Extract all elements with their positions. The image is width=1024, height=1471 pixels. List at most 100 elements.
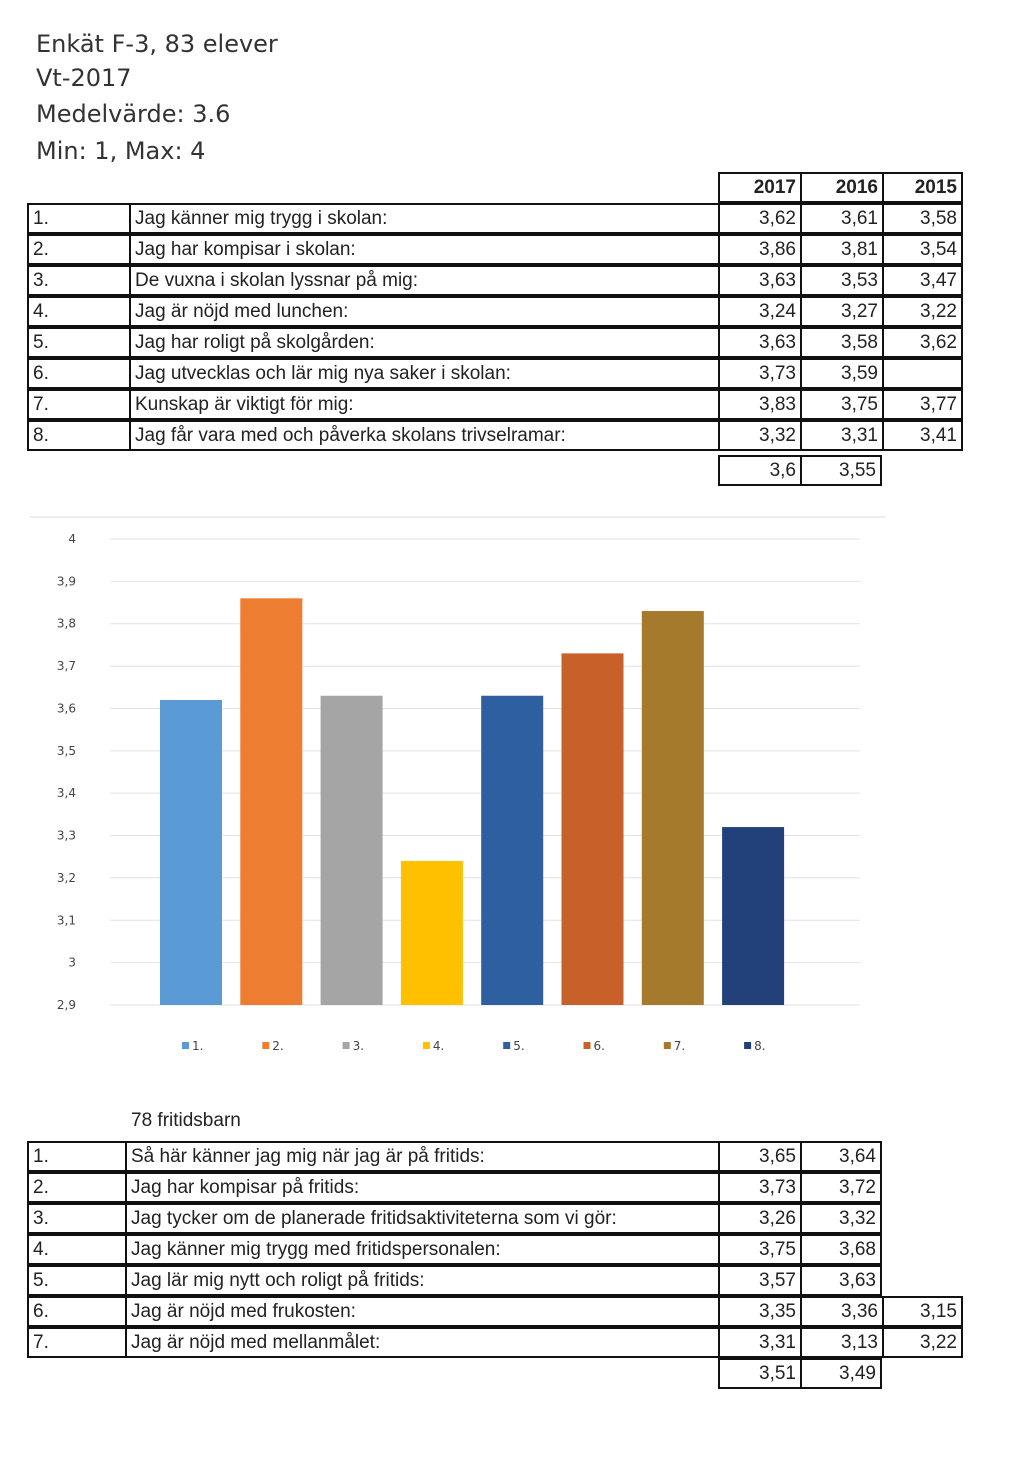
value-2016: 3,59: [800, 358, 882, 389]
value-2015: 3,58: [882, 203, 963, 234]
value-2017: 3,86: [718, 234, 800, 265]
fritids-value-b: 3,36: [800, 1296, 882, 1327]
fritids-question-text: Så här känner jag mig när jag är på frit…: [125, 1141, 718, 1172]
fritids-value-a: 3,65: [718, 1141, 800, 1172]
fritids-value-a: 3,31: [718, 1327, 800, 1358]
survey-title: Enkät F-3, 83 elever: [36, 30, 278, 58]
fritids-value-b: 3,64: [800, 1141, 882, 1172]
legend-label-3: 3.: [353, 1039, 364, 1053]
question-number: 7.: [27, 389, 129, 420]
value-2017: 3,24: [718, 296, 800, 327]
survey-row: 2. Jag har kompisar i skolan: 3,86 3,81 3,54: [27, 234, 963, 265]
bar-4: [400, 860, 463, 1005]
fritids-row: 4. Jag känner mig trygg med fritidsperson…: [27, 1234, 882, 1265]
value-2015: 3,47: [882, 265, 963, 296]
y-tick-label: 4: [68, 532, 76, 546]
bar-3: [320, 695, 383, 1005]
fritids-question-number: 4.: [27, 1234, 125, 1265]
question-number: 1.: [27, 203, 129, 234]
question-text: Jag har kompisar i skolan:: [129, 234, 718, 265]
fritids-row: 1. Så här känner jag mig när jag är på fr…: [27, 1141, 882, 1172]
fritids-average-b: 3,49: [800, 1358, 882, 1389]
value-2017: 3,63: [718, 265, 800, 296]
value-2017: 3,73: [718, 358, 800, 389]
legend-label-1: 1.: [192, 1039, 203, 1053]
value-2016: 3,81: [800, 234, 882, 265]
survey-row: 6. Jag utvecklas och lär mig nya saker i …: [27, 358, 963, 389]
y-tick-label: 3,6: [57, 701, 76, 715]
value-2016: 3,75: [800, 389, 882, 420]
y-tick-label: 2,9: [57, 998, 76, 1012]
fritids-question-number: 2.: [27, 1172, 125, 1203]
question-number: 4.: [27, 296, 129, 327]
question-text: Jag är nöjd med lunchen:: [129, 296, 718, 327]
question-text: Jag känner mig trygg i skolan:: [129, 203, 718, 234]
fritids-value-a: 3,75: [718, 1234, 800, 1265]
bar-6: [561, 653, 624, 1005]
fritids-row: 2. Jag har kompisar på fritids: 3,73 3,72: [27, 1172, 882, 1203]
year-2015-header: 2015: [882, 172, 963, 203]
fritids-question-text: Jag är nöjd med frukosten:: [125, 1296, 718, 1327]
y-tick-label: 3,7: [57, 659, 76, 673]
value-2015: 3,77: [882, 389, 963, 420]
value-2017: 3,62: [718, 203, 800, 234]
chart-legend: 1. 2. 3. 4. 5. 6. 7. 8.: [182, 1039, 766, 1053]
survey-minmax: Min: 1, Max: 4: [36, 137, 206, 165]
legend-swatch-3: [342, 1042, 350, 1049]
fritids-row: 3. Jag tycker om de planerade fritidsakti…: [27, 1203, 882, 1234]
value-2016: 3,27: [800, 296, 882, 327]
average-2016: 3,55: [800, 455, 882, 486]
survey-term: Vt-2017: [36, 64, 132, 92]
fritids-value-c: 3,22: [882, 1327, 963, 1358]
question-text: Jag får vara med och påverka skolans tri…: [129, 420, 718, 451]
y-tick-label: 3,2: [57, 871, 76, 885]
fritids-average-row: 3,51 3,49: [718, 1358, 882, 1389]
survey-row: 5. Jag har roligt på skolgården: 3,63 3,58 3…: [27, 327, 963, 358]
average-row: 3,6 3,55: [718, 455, 882, 486]
survey-row: 1. Jag känner mig trygg i skolan: 3,62 3,61…: [27, 203, 963, 234]
y-tick-label: 3,9: [57, 574, 76, 588]
value-2017: 3,83: [718, 389, 800, 420]
fritids-value-a: 3,35: [718, 1296, 800, 1327]
value-2017: 3,63: [718, 327, 800, 358]
question-text: Jag utvecklas och lär mig nya saker i sk…: [129, 358, 718, 389]
chart-bars: [160, 598, 785, 1005]
legend-label-4: 4.: [433, 1039, 444, 1053]
year-2017-header: 2017: [718, 172, 800, 203]
results-bar-chart: 4 3,9 3,8 3,7 3,6 3,5 3,4 3,3 3,2 3,1 3 2,9 1. 2. 3. 4…: [30, 516, 885, 1053]
question-number: 8.: [27, 420, 129, 451]
fritids-value-c: 3,15: [882, 1296, 963, 1327]
y-tick-label: 3,5: [57, 744, 76, 758]
legend-label-6: 6.: [594, 1039, 605, 1053]
bar-2: [240, 598, 303, 1005]
bar-1: [160, 699, 222, 1005]
y-tick-label: 3,4: [57, 786, 76, 800]
legend-label-2: 2.: [272, 1039, 283, 1053]
value-2015: 3,41: [882, 420, 963, 451]
question-number: 2.: [27, 234, 129, 265]
legend-swatch-5: [503, 1042, 511, 1049]
fritids-value-b: 3,72: [800, 1172, 882, 1203]
y-tick-label: 3: [68, 956, 76, 970]
question-number: 3.: [27, 265, 129, 296]
fritids-value-a: 3,57: [718, 1265, 800, 1296]
value-2015: 3,54: [882, 234, 963, 265]
fritids-row: 7. Jag är nöjd med mellanmålet: 3,31 3,13 3,…: [27, 1327, 963, 1358]
average-2017: 3,6: [718, 455, 800, 486]
fritids-row: 5. Jag lär mig nytt och roligt på fritids…: [27, 1265, 882, 1296]
fritids-question-number: 5.: [27, 1265, 125, 1296]
question-text: Kunskap är viktigt för mig:: [129, 389, 718, 420]
survey-row: 4. Jag är nöjd med lunchen: 3,24 3,27 3,22: [27, 296, 963, 327]
survey-mean: Medelvärde: 3.6: [36, 100, 231, 128]
survey-row: 3. De vuxna i skolan lyssnar på mig: 3,63 3…: [27, 265, 963, 296]
fritids-question-text: Jag tycker om de planerade fritidsaktivi…: [125, 1203, 718, 1234]
value-2016: 3,58: [800, 327, 882, 358]
chart-y-axis: 4 3,9 3,8 3,7 3,6 3,5 3,4 3,3 3,2 3,1 3 2,9: [57, 532, 76, 1012]
legend-swatch-6: [583, 1042, 591, 1049]
question-text: De vuxna i skolan lyssnar på mig:: [129, 265, 718, 296]
question-text: Jag har roligt på skolgården:: [129, 327, 718, 358]
fritids-value-b: 3,13: [800, 1327, 882, 1358]
y-tick-label: 3,8: [57, 617, 76, 631]
year-header-row: 2017 2016 2015: [718, 172, 963, 203]
y-tick-label: 3,3: [57, 829, 76, 843]
